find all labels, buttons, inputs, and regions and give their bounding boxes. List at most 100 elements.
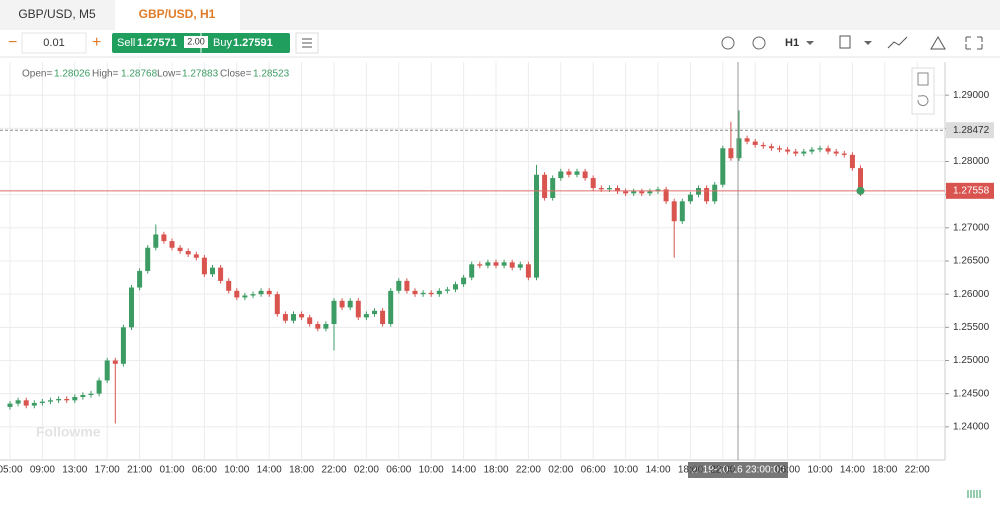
menu-icon <box>302 38 312 48</box>
candle-body <box>242 295 248 298</box>
candle-body <box>542 174 548 198</box>
tab-label[interactable]: GBP/USD, H1 <box>139 7 216 21</box>
tab-label[interactable]: GBP/USD, M5 <box>18 7 96 21</box>
lot-input[interactable] <box>21 32 87 54</box>
tab[interactable] <box>0 0 115 30</box>
y-tick-label: 1.24000 <box>953 421 990 432</box>
delete-button[interactable] <box>917 72 929 86</box>
candle-body <box>412 290 418 295</box>
candle-body <box>720 148 726 185</box>
candle-body <box>88 393 94 395</box>
candle-body <box>129 287 134 328</box>
candle-body <box>153 234 159 248</box>
x-tick-label: 22:00 <box>516 465 541 476</box>
candle-body <box>291 314 296 321</box>
candle-body <box>31 402 37 406</box>
candle-body <box>307 317 313 325</box>
candle-body <box>323 324 329 329</box>
candle-body <box>615 188 620 192</box>
candle-body <box>469 264 475 278</box>
x-tick-label: 02:00 <box>548 465 573 476</box>
candle-body <box>112 360 118 364</box>
candle-body <box>104 360 110 381</box>
buy-price[interactable]: 1.27591 <box>233 37 273 49</box>
candle-body <box>598 188 604 190</box>
candle-body <box>372 310 377 315</box>
x-tick-label: 13:00 <box>62 465 87 476</box>
candle-body <box>696 188 701 195</box>
candle-body <box>96 380 102 394</box>
dropdown <box>806 41 814 45</box>
candle-body <box>266 290 272 295</box>
candle-body <box>728 148 734 159</box>
candle-body <box>752 141 758 145</box>
indicators[interactable] <box>887 36 908 49</box>
candle-body <box>226 280 232 291</box>
candle-body <box>15 400 21 404</box>
candle-body <box>258 290 264 295</box>
y-tick-label: 1.27000 <box>953 222 990 233</box>
candle-body <box>23 400 29 406</box>
candle-body <box>509 262 515 268</box>
candle-body <box>145 247 151 271</box>
candle-body <box>210 267 215 275</box>
candle-body <box>785 149 791 152</box>
candles <box>7 110 863 424</box>
y-tick-label: 1.25000 <box>953 355 990 366</box>
x-tick-label: 22:00 <box>710 465 735 476</box>
candle-body <box>428 292 434 295</box>
drawing[interactable] <box>930 36 946 50</box>
candle-body <box>858 168 863 191</box>
candle-body <box>218 267 224 281</box>
x-tick-label: 14:00 <box>645 465 670 476</box>
candle-body <box>396 280 402 291</box>
candle-body <box>274 294 280 315</box>
candle-body <box>137 270 143 288</box>
minus-button[interactable]: − <box>8 34 17 51</box>
candle-body <box>712 184 718 202</box>
undo-button[interactable] <box>917 95 929 107</box>
candle-body <box>566 171 572 175</box>
x-tick-label: 18:00 <box>289 465 314 476</box>
info-label: Close= <box>220 69 252 80</box>
x-tick-label: 09:00 <box>30 465 55 476</box>
fullscreen[interactable] <box>965 36 983 50</box>
x-tick-label: 18:00 <box>678 465 703 476</box>
candle-body <box>590 178 596 189</box>
dropdown <box>864 41 872 45</box>
candle-body <box>436 290 442 295</box>
sell-label[interactable]: Sell <box>117 37 135 49</box>
candle-type[interactable] <box>839 35 851 49</box>
y-tick-label: 1.28000 <box>953 156 990 167</box>
tab-active[interactable] <box>115 0 240 30</box>
sell-price[interactable]: 1.27571 <box>137 37 177 49</box>
candle-body <box>363 314 369 318</box>
candle-body <box>7 403 13 407</box>
candle-body <box>485 262 491 266</box>
candle-body <box>631 191 637 194</box>
x-tick-label: 01:00 <box>159 465 184 476</box>
candle-body <box>558 171 564 179</box>
info-value: 1.28768 <box>121 69 158 80</box>
y-tick-label: 1.25500 <box>953 322 990 333</box>
logo <box>967 490 981 498</box>
lot-value[interactable]: 0.01 <box>43 37 64 49</box>
ask-box <box>946 122 994 139</box>
candle-body <box>339 300 345 308</box>
x-tick-label: 21:00 <box>127 465 152 476</box>
y-tick-label: 1.26500 <box>953 256 990 267</box>
candle-body <box>809 149 815 152</box>
candle-body <box>477 264 483 266</box>
candle-body <box>760 144 766 147</box>
candle-body <box>461 277 467 285</box>
timeframe[interactable]: H1 <box>785 37 799 49</box>
candle-body <box>161 234 167 242</box>
plus-button[interactable]: + <box>92 34 101 51</box>
x-tick-label: 10:00 <box>224 465 249 476</box>
zoom-in[interactable] <box>752 36 766 50</box>
buy-label[interactable]: Buy <box>213 37 232 49</box>
candle-body <box>849 154 855 169</box>
zoom-out[interactable] <box>721 36 735 50</box>
x-tick-label: 06:00 <box>581 465 606 476</box>
